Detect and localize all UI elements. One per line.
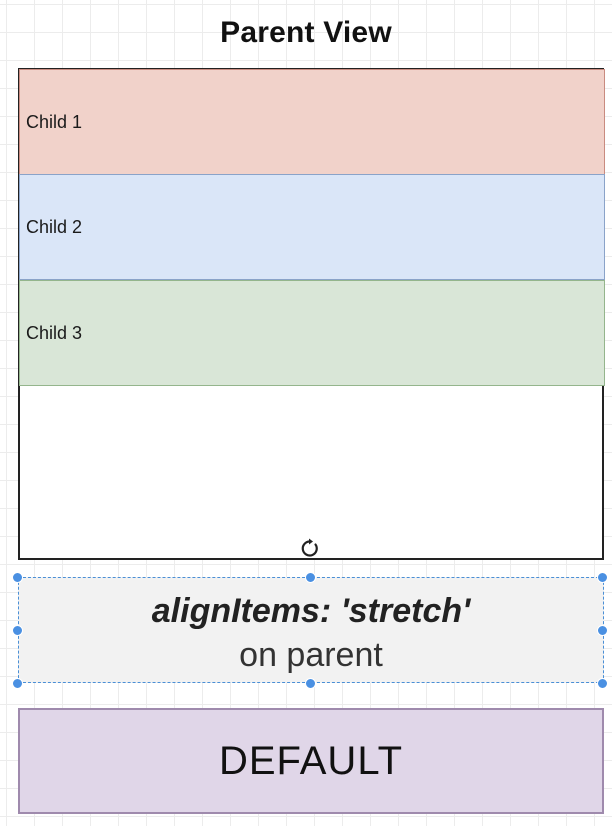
resize-handle-top-right-icon[interactable] [597,572,608,583]
on-parent-text: on parent [239,636,383,674]
align-items-text: alignItems: 'stretch' [151,592,471,630]
rotate-handle-icon[interactable] [298,536,322,560]
child-1-box[interactable]: Child 1 [19,69,605,175]
resize-handle-bottom-right-icon[interactable] [597,678,608,689]
child-2-box[interactable]: Child 2 [19,174,605,280]
resize-handle-bottom-left-icon[interactable] [12,678,23,689]
child-3-label: Child 3 [26,322,83,343]
child-2-label: Child 2 [26,216,83,237]
resize-handle-top-left-icon[interactable] [12,572,23,583]
child-3-box[interactable]: Child 3 [19,280,605,386]
align-items-annotation[interactable]: alignItems: 'stretch' on parent [18,577,604,683]
child-1-label: Child 1 [26,111,83,132]
parent-view-title: Parent View [220,16,392,49]
default-box[interactable]: DEFAULT [18,708,604,814]
resize-handle-bottom-center-icon[interactable] [305,678,316,689]
parent-view[interactable]: Child 1 Child 2 Child 3 [18,68,605,560]
default-label: DEFAULT [218,738,404,783]
resize-handle-middle-left-icon[interactable] [12,625,23,636]
resize-handle-middle-right-icon[interactable] [597,625,608,636]
resize-handle-top-center-icon[interactable] [305,572,316,583]
